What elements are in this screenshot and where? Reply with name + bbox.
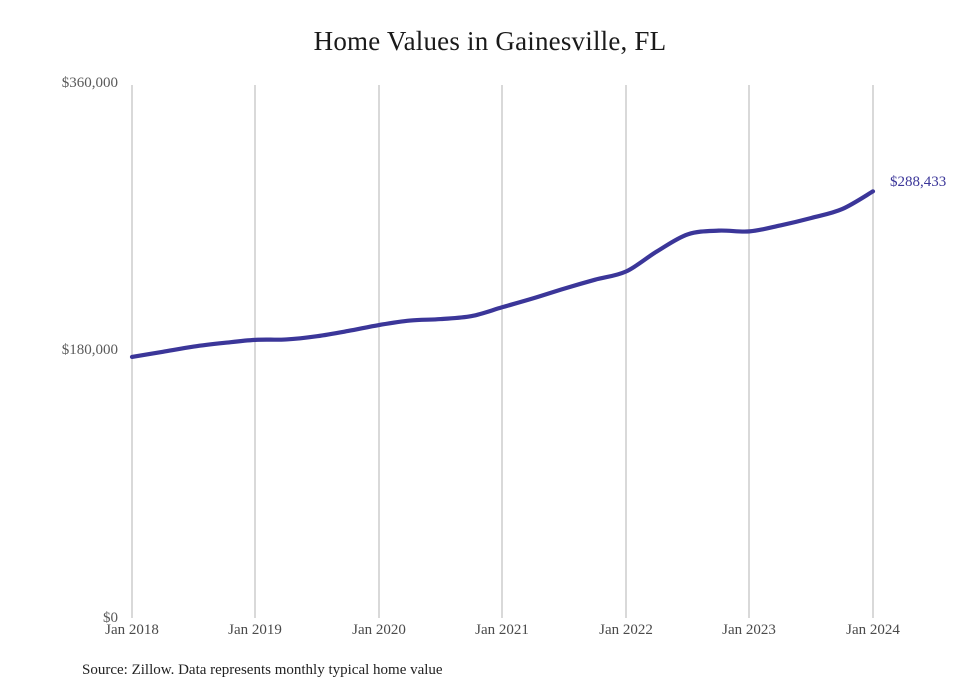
x-axis-tick-jan-2019: Jan 2019 [228,622,282,638]
y-axis-tick-180000: $180,000 [61,342,118,358]
series-line-typical-home-value [129,189,876,360]
gridlines [131,85,874,618]
end-value-annotation: $288,433 [890,174,947,190]
x-axis-tick-jan-2022: Jan 2022 [599,622,653,638]
x-axis-tick-jan-2020: Jan 2020 [352,622,406,638]
chart-title: Home Values in Gainesville, FL [313,26,667,56]
x-axis-tick-jan-2024: Jan 2024 [846,622,900,638]
y-axis-tick-360000: $360,000 [61,75,118,91]
x-axis-tick-jan-2021: Jan 2021 [475,622,529,638]
y-axis-tick-0: $0 [103,610,118,626]
x-axis-tick-jan-2018: Jan 2018 [105,622,159,638]
source-note: Source: Zillow. Data represents monthly … [82,662,443,678]
x-axis-tick-jan-2023: Jan 2023 [722,622,776,638]
